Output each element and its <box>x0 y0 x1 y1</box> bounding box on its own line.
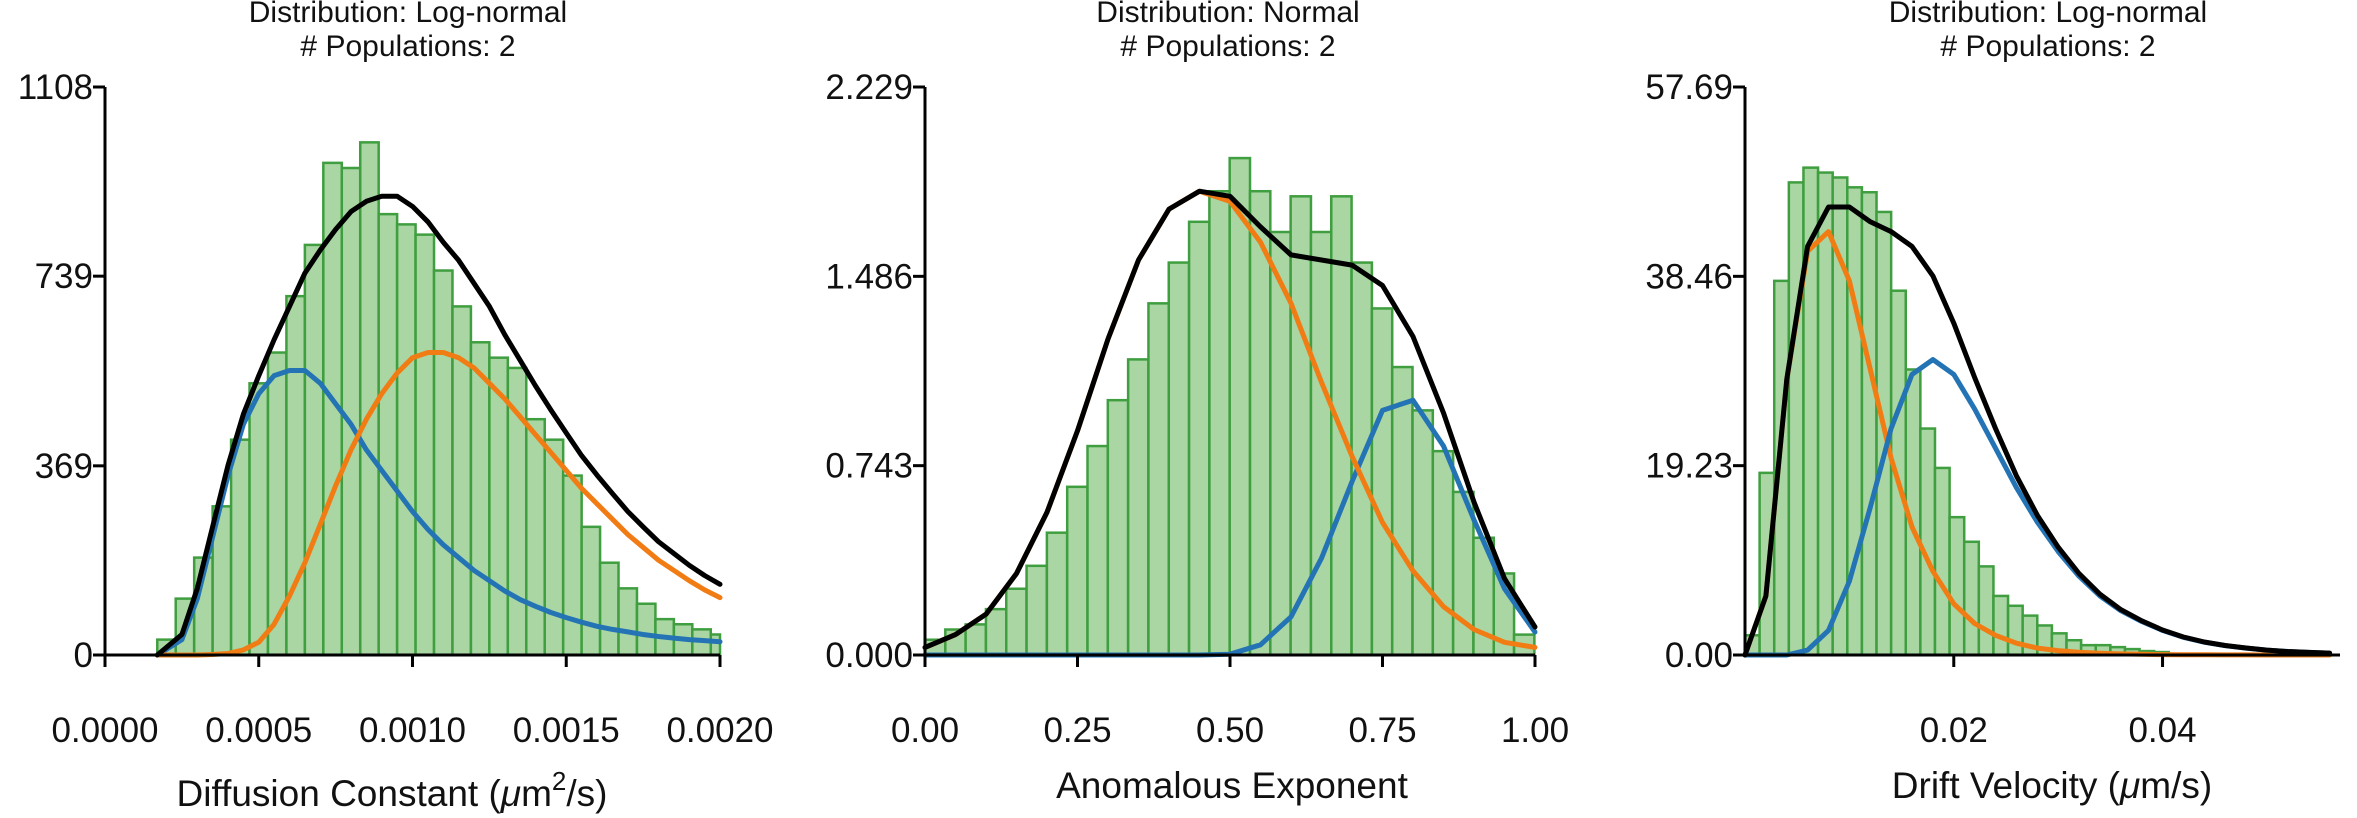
histogram-bar <box>561 474 583 657</box>
histogram-bar <box>2006 604 2024 657</box>
x-tick-label: 0.04 <box>2128 711 2196 750</box>
histogram-bar <box>543 438 565 657</box>
histogram-bar <box>1816 171 1834 657</box>
histogram-bar <box>1045 531 1069 657</box>
histogram-bar <box>1167 261 1191 657</box>
histogram-bar <box>432 269 454 657</box>
histogram-bar <box>1228 156 1252 657</box>
histogram-bar <box>709 633 722 657</box>
histogram-bar <box>580 525 602 657</box>
histogram-bar <box>395 223 417 657</box>
panel-title-line2: # Populations: 2 <box>1940 30 2155 63</box>
x-axis-label: Anomalous Exponent <box>1056 765 1408 806</box>
histogram-bar <box>1962 540 1981 657</box>
y-tick-label: 0 <box>74 636 93 675</box>
histogram-bar <box>1948 515 1966 657</box>
histogram-bar <box>303 243 325 657</box>
histogram-bar <box>1208 189 1231 657</box>
plot-area: 0 369 739 1108 0.0000 0.0005 0.0010 0.0015 0.002… <box>18 68 774 750</box>
y-tick-label: 2.229 <box>825 68 913 107</box>
histogram-bar <box>1126 358 1150 657</box>
x-tick-label: 0.0015 <box>513 711 620 750</box>
panel-title-line2: # Populations: 2 <box>1120 30 1335 63</box>
histogram-bar <box>1992 594 2010 657</box>
panel-diffusion-constant: Distribution: Log-normal # Populations: … <box>18 0 774 814</box>
histogram-bar <box>1933 466 1951 657</box>
histogram-bar <box>1106 398 1130 657</box>
panel-title-line1: Distribution: Log-normal <box>249 0 567 29</box>
population-blue-curve <box>154 368 723 658</box>
histogram-bar <box>635 602 657 657</box>
total-fit-curve <box>154 193 723 658</box>
histogram-bar <box>414 233 436 657</box>
y-tick-label: 739 <box>35 257 93 296</box>
y-tick-label: 0.000 <box>825 636 913 675</box>
y-tick-label: 38.46 <box>1645 257 1733 296</box>
histogram-bar <box>229 438 251 657</box>
histogram-bar <box>1025 564 1049 657</box>
histogram-bar <box>340 166 362 657</box>
x-tick-label: 0.00 <box>891 711 959 750</box>
histogram-bar <box>248 382 270 657</box>
histogram-bar <box>1187 220 1211 657</box>
x-tick-label: 0.75 <box>1348 711 1416 750</box>
histogram-bar <box>1005 587 1028 657</box>
histogram-bar <box>1787 181 1805 657</box>
panel-title-line2: # Populations: 2 <box>300 30 515 63</box>
plot-area: 0.000 0.743 1.486 2.229 0.00 0.25 0.50 0.75 1.00 <box>825 68 1569 750</box>
histogram-bar <box>1065 485 1089 657</box>
total-fit-curve <box>1742 204 2333 658</box>
x-tick-label: 0.0020 <box>666 711 773 750</box>
x-tick-label: 0.0000 <box>51 711 158 750</box>
x-tick-label: 0.25 <box>1043 711 1111 750</box>
histogram-bar <box>964 623 988 657</box>
histogram-bar <box>598 561 620 657</box>
y-tick-label: 0.743 <box>825 447 913 486</box>
panel-title-line1: Distribution: Log-normal <box>1889 0 2207 29</box>
y-tick-label: 369 <box>35 447 93 486</box>
y-tick-label: 0.00 <box>1665 636 1733 675</box>
histogram-bar <box>525 417 546 657</box>
total-fit-curve <box>922 188 1538 650</box>
population-orange-curve <box>154 350 723 658</box>
histogram-bar <box>1147 302 1171 657</box>
panel-title-line1: Distribution: Normal <box>1096 0 1359 29</box>
x-tick-label: 0.0005 <box>205 711 312 750</box>
y-tick-label: 19.23 <box>1645 447 1733 486</box>
histogram-bar <box>1370 307 1394 657</box>
histogram-bar <box>1919 427 1937 657</box>
x-tick-label: 0.02 <box>1920 711 1988 750</box>
plot-area: 0.00 19.23 38.46 57.69 0.02 0.04 <box>1645 68 2340 750</box>
x-tick-label: 0.50 <box>1196 711 1264 750</box>
histogram-bar <box>1309 230 1333 657</box>
x-tick-label: 0.0010 <box>359 711 466 750</box>
histogram-bar <box>1411 409 1435 657</box>
histogram-bar <box>469 341 491 657</box>
panel-drift-velocity: Distribution: Log-normal # Populations: … <box>1645 0 2340 806</box>
histogram-bar <box>1431 449 1455 657</box>
histogram-bar <box>984 607 1008 657</box>
histogram-bar <box>1390 365 1414 657</box>
histogram-bar <box>617 587 639 657</box>
histogram-bar <box>1977 565 1995 657</box>
y-tick-label: 1.486 <box>825 257 913 296</box>
histogram-bar <box>1086 444 1110 657</box>
y-tick-label: 1108 <box>18 68 93 107</box>
y-tick-label: 57.69 <box>1645 68 1733 107</box>
x-axis-label: Diffusion Constant (μm2/s) <box>177 766 608 814</box>
x-axis-label: Drift Velocity (μm/s) <box>1892 765 2212 806</box>
histogram-bar <box>1860 191 1878 657</box>
panel-anomalous-exponent: Distribution: Normal # Populations: 2 0.… <box>825 0 1569 806</box>
x-tick-label: 1.00 <box>1501 711 1569 750</box>
histogram-bar <box>377 212 399 657</box>
